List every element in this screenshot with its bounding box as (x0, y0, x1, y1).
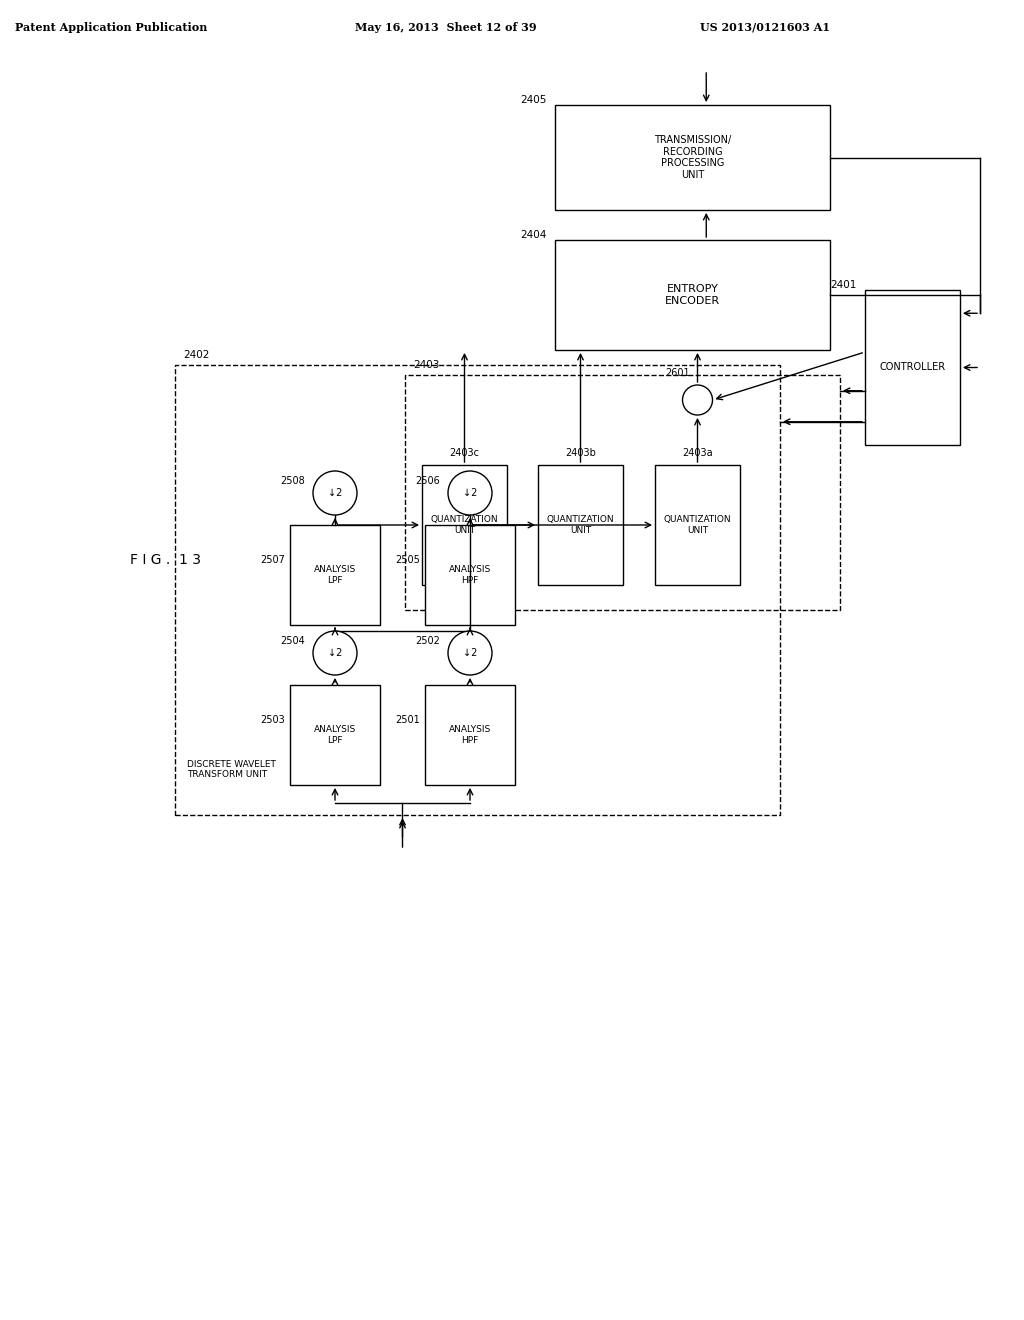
Circle shape (449, 631, 492, 675)
Bar (425, 525, 515, 624)
Text: US 2013/0121603 A1: US 2013/0121603 A1 (700, 22, 830, 33)
Text: 2506: 2506 (416, 477, 440, 486)
Bar (538, 465, 623, 585)
Bar (175, 366, 780, 814)
Text: TRANSMISSION/
RECORDING
PROCESSING
UNIT: TRANSMISSION/ RECORDING PROCESSING UNIT (654, 135, 731, 180)
Text: 2404: 2404 (520, 230, 547, 240)
Text: May 16, 2013  Sheet 12 of 39: May 16, 2013 Sheet 12 of 39 (355, 22, 537, 33)
Text: 2508: 2508 (281, 477, 305, 486)
Text: 2505: 2505 (395, 554, 420, 565)
Text: DISCRETE WAVELET
TRANSFORM UNIT: DISCRETE WAVELET TRANSFORM UNIT (187, 760, 275, 779)
Text: ANALYSIS
LPF: ANALYSIS LPF (314, 565, 356, 585)
Circle shape (313, 631, 357, 675)
Text: 2403: 2403 (413, 360, 439, 370)
Bar (406, 375, 840, 610)
Circle shape (449, 471, 492, 515)
Text: 2502: 2502 (415, 636, 440, 645)
Text: ↓2: ↓2 (463, 648, 477, 657)
Bar (422, 465, 507, 585)
Text: 2402: 2402 (183, 350, 209, 360)
Text: ANALYSIS
HPF: ANALYSIS HPF (449, 565, 492, 585)
Text: 2403b: 2403b (565, 447, 596, 458)
Text: 2501: 2501 (395, 715, 420, 725)
Text: 2503: 2503 (260, 715, 285, 725)
Text: 2507: 2507 (260, 554, 285, 565)
Bar (290, 525, 380, 624)
Text: 2403a: 2403a (682, 447, 713, 458)
Bar (655, 465, 740, 585)
Text: 2403c: 2403c (450, 447, 479, 458)
Circle shape (683, 385, 713, 414)
Text: ↓2: ↓2 (463, 488, 477, 498)
Text: QUANTIZATION
UNIT: QUANTIZATION UNIT (547, 515, 614, 535)
Text: QUANTIZATION
UNIT: QUANTIZATION UNIT (431, 515, 499, 535)
Bar (425, 685, 515, 785)
Text: ENTROPY
ENCODER: ENTROPY ENCODER (665, 284, 720, 306)
Bar (555, 106, 830, 210)
Text: ↓2: ↓2 (328, 648, 342, 657)
Bar (555, 240, 830, 350)
Text: QUANTIZATION
UNIT: QUANTIZATION UNIT (664, 515, 731, 535)
Text: Patent Application Publication: Patent Application Publication (15, 22, 208, 33)
Text: 2401: 2401 (830, 280, 857, 290)
Text: 2601: 2601 (666, 368, 690, 378)
Text: CONTROLLER: CONTROLLER (880, 363, 945, 372)
Text: F I G .  1 3: F I G . 1 3 (129, 553, 201, 568)
Text: ↓2: ↓2 (328, 488, 342, 498)
Bar (865, 290, 959, 445)
Text: 2504: 2504 (281, 636, 305, 645)
Text: ANALYSIS
HPF: ANALYSIS HPF (449, 725, 492, 744)
Bar (290, 685, 380, 785)
Text: 2405: 2405 (520, 95, 547, 106)
Circle shape (313, 471, 357, 515)
Text: ANALYSIS
LPF: ANALYSIS LPF (314, 725, 356, 744)
